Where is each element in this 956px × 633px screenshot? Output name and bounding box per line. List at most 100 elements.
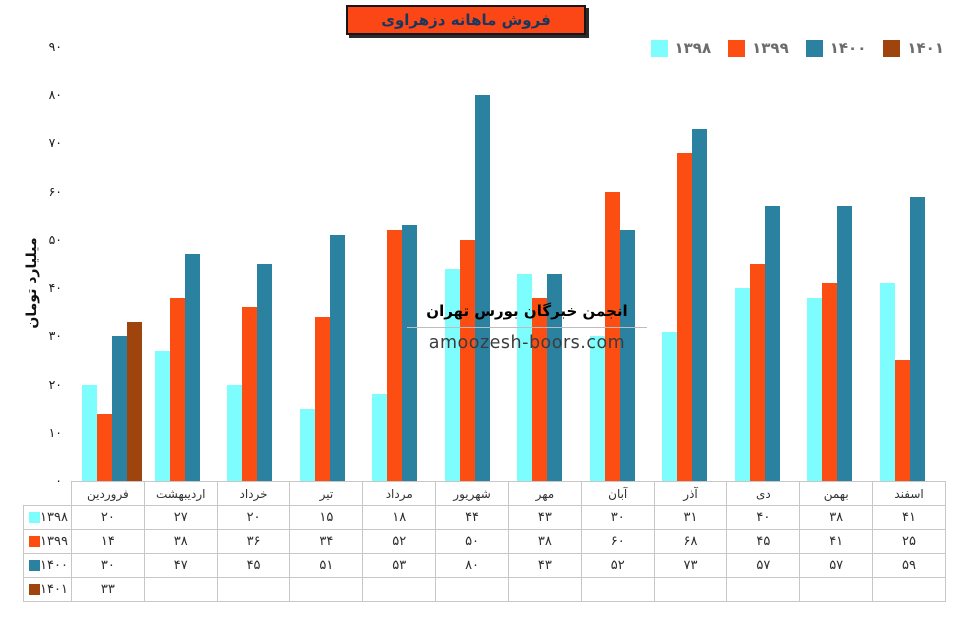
bar: [154, 350, 170, 481]
legend-color-swatch: [805, 39, 823, 57]
value-cell: ۸۰: [435, 553, 509, 578]
month-header-cell: آذر: [653, 481, 728, 506]
series-color-swatch: [29, 560, 40, 571]
legend-color-swatch: [650, 39, 668, 57]
series-color-swatch: [29, 536, 40, 547]
series-color-swatch: [29, 512, 40, 523]
y-axis-tick-label: ۳۰: [48, 328, 62, 344]
month-header-cell: خرداد: [216, 481, 291, 506]
bar: [909, 196, 925, 481]
bar: [532, 297, 548, 481]
legend-label: ۱۳۹۸: [674, 39, 712, 57]
legend-label: ۱۴۰۰: [829, 39, 867, 57]
watermark-divider: [407, 327, 647, 328]
month-header-cell: شهریور: [435, 481, 509, 506]
table-row: ۱۳۹۸ ۲۰ ۲۷ ۲۰ ۱۵ ۱۸ ۴۴ ۴۳ ۳۰ ۳۱ ۴۰ ۳۸ ۴۱: [23, 505, 946, 530]
value-cell: ۳۸: [799, 505, 874, 530]
value-cell: ۵۰: [435, 529, 509, 554]
year-row-header-content: ۱۴۰۱: [25, 582, 71, 597]
value-cell: ۱۴: [71, 529, 145, 554]
value-cell: ۳۶: [216, 529, 291, 554]
value-cell: ۶۰: [580, 529, 655, 554]
value-cell: [362, 577, 437, 602]
bar: [677, 153, 693, 481]
bar: [387, 230, 403, 481]
bar: [474, 95, 490, 481]
value-cell: ۶۸: [653, 529, 728, 554]
table-row: ۱۳۹۹ ۱۴ ۳۸ ۳۶ ۳۴ ۵۲ ۵۰ ۳۸ ۶۰ ۶۸ ۴۵ ۴۱ ۲۵: [23, 529, 946, 554]
bar: [112, 336, 128, 481]
bar: [517, 273, 533, 481]
value-cell: ۵۱: [289, 553, 364, 578]
bar: [619, 230, 635, 481]
value-cell: ۵۹: [872, 553, 946, 578]
value-cell: ۳۳: [71, 577, 145, 602]
series-color-swatch: [29, 584, 40, 595]
value-cell: [435, 577, 509, 602]
table-row: ۱۴۰۱ ۳۳: [23, 577, 946, 602]
value-cell: [872, 577, 946, 602]
bar: [894, 360, 910, 481]
year-row-header: ۱۴۰۰: [23, 553, 72, 578]
value-cell: ۳۸: [507, 529, 582, 554]
legend-item: ۱۴۰۰: [805, 39, 867, 57]
legend-item: ۱۳۹۹: [728, 39, 789, 57]
bar: [402, 225, 418, 481]
bar: [459, 239, 475, 481]
value-cell: ۴۱: [799, 529, 874, 554]
year-label: ۱۳۹۸: [40, 510, 68, 525]
year-row-header-content: ۱۳۹۹: [25, 534, 71, 549]
y-axis-tick-label: ۷۰: [48, 135, 62, 151]
bar: [314, 317, 330, 481]
value-cell: ۴۵: [726, 529, 801, 554]
year-label: ۱۴۰۰: [40, 558, 68, 573]
value-cell: ۲۰: [216, 505, 291, 530]
legend-label: ۱۳۹۹: [752, 39, 789, 57]
value-cell: [799, 577, 874, 602]
bar: [837, 206, 853, 481]
bar: [227, 384, 243, 481]
month-header-cell: اردیبهشت: [143, 481, 218, 506]
value-cell: ۱۵: [289, 505, 364, 530]
month-header-cell: مهر: [507, 481, 582, 506]
value-cell: ۵۷: [799, 553, 874, 578]
month-header-cell: فروردین: [71, 481, 145, 506]
bar: [257, 264, 273, 481]
table-row: ۱۴۰۰ ۳۰ ۴۷ ۴۵ ۵۱ ۵۳ ۸۰ ۴۳ ۵۲ ۷۳ ۵۷ ۵۷ ۵۹: [23, 553, 946, 578]
legend-item: ۱۳۹۸: [650, 39, 712, 57]
bar: [749, 264, 765, 481]
bar: [822, 283, 838, 481]
value-cell: ۲۷: [143, 505, 218, 530]
value-cell: ۲۰: [71, 505, 145, 530]
year-label: ۱۴۰۱: [40, 582, 68, 597]
watermark-title: انجمن خبرگان بورس تهران: [426, 302, 628, 320]
y-axis-tick-label: ۹۰: [48, 39, 62, 54]
value-cell: ۳۴: [289, 529, 364, 554]
bar: [604, 191, 620, 481]
value-cell: ۴۳: [507, 505, 582, 530]
bar: [372, 394, 388, 481]
value-cell: ۴۷: [143, 553, 218, 578]
bar: [692, 128, 708, 481]
value-cell: ۴۰: [726, 505, 801, 530]
bar: [764, 206, 780, 481]
month-header-cell: مرداد: [362, 481, 437, 506]
y-axis-tick-label: ۰: [55, 473, 62, 488]
value-cell: ۴۱: [872, 505, 946, 530]
value-cell: [726, 577, 801, 602]
value-cell: ۱۸: [362, 505, 437, 530]
year-row-header: ۱۴۰۱: [23, 577, 72, 602]
y-axis-tick-label: ۵۰: [48, 231, 62, 247]
bar: [82, 384, 98, 481]
bar: [589, 336, 605, 481]
table-corner-blank-cell: [24, 482, 72, 506]
value-cell: ۴۳: [507, 553, 582, 578]
bar: [444, 268, 460, 481]
bar: [299, 408, 315, 481]
value-cell: ۳۸: [143, 529, 218, 554]
bar: [879, 283, 895, 481]
plot-area: [75, 0, 945, 481]
bar: [127, 321, 143, 481]
month-header-cell: بهمن: [799, 481, 874, 506]
